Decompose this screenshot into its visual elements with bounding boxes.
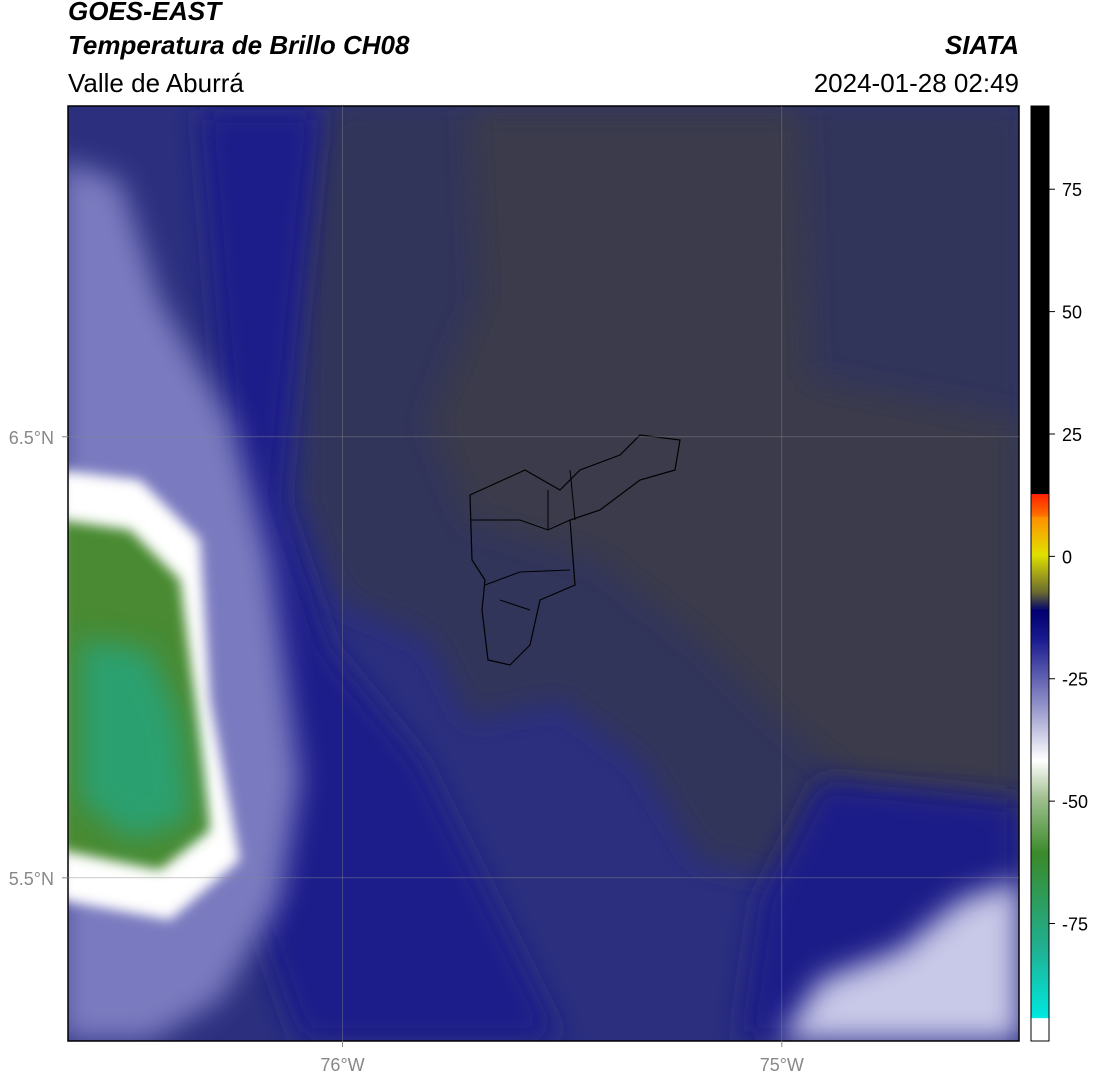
datetime: 2024-01-28 02:49	[814, 68, 1019, 98]
region: Valle de Aburrá	[68, 68, 244, 98]
y-tick-label: 5.5°N	[9, 869, 54, 889]
y-tick-label: 6.5°N	[9, 428, 54, 448]
x-tick-label: 75°W	[760, 1055, 804, 1075]
colorbar	[1030, 105, 1050, 1042]
colorbar-tick-label: -25	[1062, 670, 1088, 690]
colorbar-tick-label: -50	[1062, 792, 1088, 812]
title: GOES-EAST	[68, 0, 223, 26]
x-tick-label: 76°W	[320, 1055, 364, 1075]
colorbar-tick-label: 25	[1062, 425, 1082, 445]
colorbar-tick-label: 0	[1062, 547, 1072, 567]
subtitle: Temperatura de Brillo CH08	[68, 30, 410, 60]
colorbar-tick-label: -75	[1062, 915, 1088, 935]
source: SIATA	[945, 30, 1019, 60]
map-frame	[67, 105, 1020, 1042]
colorbar-tick-label: 50	[1062, 303, 1082, 323]
satellite-image	[68, 106, 1019, 1041]
colorbar-tick-label: 75	[1062, 180, 1082, 200]
